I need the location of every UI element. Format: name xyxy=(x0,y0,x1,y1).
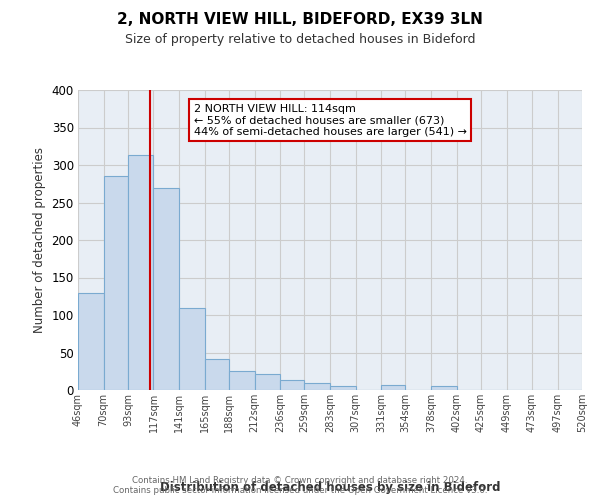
Y-axis label: Number of detached properties: Number of detached properties xyxy=(33,147,46,333)
Bar xyxy=(431,386,457,390)
Text: 2, NORTH VIEW HILL, BIDEFORD, EX39 3LN: 2, NORTH VIEW HILL, BIDEFORD, EX39 3LN xyxy=(117,12,483,28)
Bar xyxy=(104,176,128,390)
Bar xyxy=(205,359,229,390)
Text: Contains HM Land Registry data © Crown copyright and database right 2024.
Contai: Contains HM Land Registry data © Crown c… xyxy=(113,476,487,495)
Bar xyxy=(304,382,330,390)
Bar xyxy=(154,188,179,390)
Bar xyxy=(280,380,304,390)
Bar xyxy=(229,370,254,390)
Bar xyxy=(381,385,406,390)
Text: 2 NORTH VIEW HILL: 114sqm
← 55% of detached houses are smaller (673)
44% of semi: 2 NORTH VIEW HILL: 114sqm ← 55% of detac… xyxy=(194,104,467,136)
Bar xyxy=(330,386,356,390)
X-axis label: Distribution of detached houses by size in Bideford: Distribution of detached houses by size … xyxy=(160,481,500,494)
Bar xyxy=(179,308,205,390)
Bar xyxy=(128,155,154,390)
Bar xyxy=(78,292,104,390)
Text: Size of property relative to detached houses in Bideford: Size of property relative to detached ho… xyxy=(125,32,475,46)
Bar xyxy=(254,374,280,390)
